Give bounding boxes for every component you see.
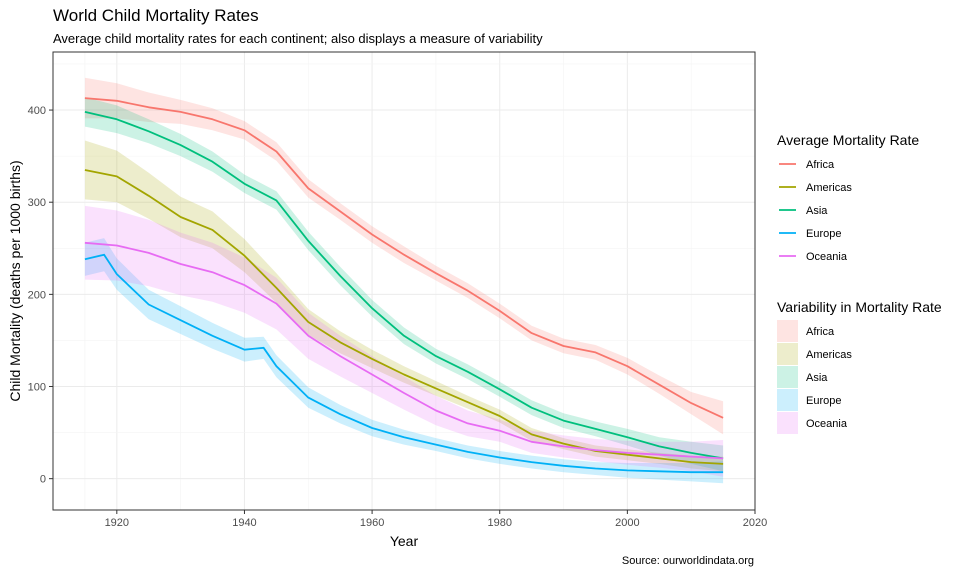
legend-label-band: Oceania <box>806 418 848 430</box>
legend-label-line: Asia <box>806 205 828 217</box>
legend-label-band: Asia <box>806 372 828 384</box>
legend-label-line: Americas <box>806 182 852 194</box>
y-tick-label: 0 <box>40 474 46 486</box>
y-tick-label: 100 <box>28 382 46 394</box>
chart-subtitle: Average child mortality rates for each c… <box>53 31 543 46</box>
y-axis-title: Child Mortality (deaths per 1000 births) <box>7 160 23 401</box>
x-tick-label: 2020 <box>743 517 767 529</box>
x-tick-label: 1920 <box>105 517 129 529</box>
legend-title-lines: Average Mortality Rate <box>777 132 919 148</box>
x-tick-label: 1960 <box>360 517 384 529</box>
x-axis-title: Year <box>390 533 419 549</box>
legend-label-band: Europe <box>806 395 841 407</box>
legend-key-band-americas <box>777 343 798 365</box>
line-oceania <box>84 241 724 460</box>
legend-key-band-europe <box>777 389 798 411</box>
legend: Average Mortality Rate Variability in Mo… <box>777 132 942 434</box>
x-tick-label: 2000 <box>615 517 639 529</box>
legend-title-bands: Variability in Mortality Rate <box>777 299 942 315</box>
line-asia <box>84 111 724 460</box>
y-tick-label: 200 <box>28 289 46 301</box>
band-americas <box>84 140 724 472</box>
line-africa <box>84 97 724 419</box>
y-tick-label: 300 <box>28 197 46 209</box>
legend-label-band: Africa <box>806 326 835 338</box>
legend-label-line: Europe <box>806 228 841 240</box>
band-oceania <box>84 205 724 477</box>
line-americas <box>84 169 724 465</box>
y-tick-label: 400 <box>28 105 46 117</box>
x-tick-label: 1940 <box>232 517 256 529</box>
legend-key-band-oceania <box>777 412 798 434</box>
source-caption: Source: ourworldindata.org <box>621 555 754 567</box>
line-europe <box>84 253 724 474</box>
legend-key-band-asia <box>777 366 798 388</box>
band-asia <box>84 97 724 472</box>
legend-label-band: Americas <box>806 349 852 361</box>
legend-key-band-africa <box>777 320 798 342</box>
legend-label-line: Africa <box>806 159 835 171</box>
plot-panel-border <box>52 51 756 511</box>
line-layer <box>84 97 724 474</box>
band-europe <box>84 238 724 484</box>
x-tick-label: 1980 <box>487 517 511 529</box>
chart-title: World Child Mortality Rates <box>53 6 259 25</box>
axis-layer: 1920 1940 1960 1980 2000 2020 0 100 200 300 400 <box>28 105 768 529</box>
legend-label-line: Oceania <box>806 251 848 263</box>
